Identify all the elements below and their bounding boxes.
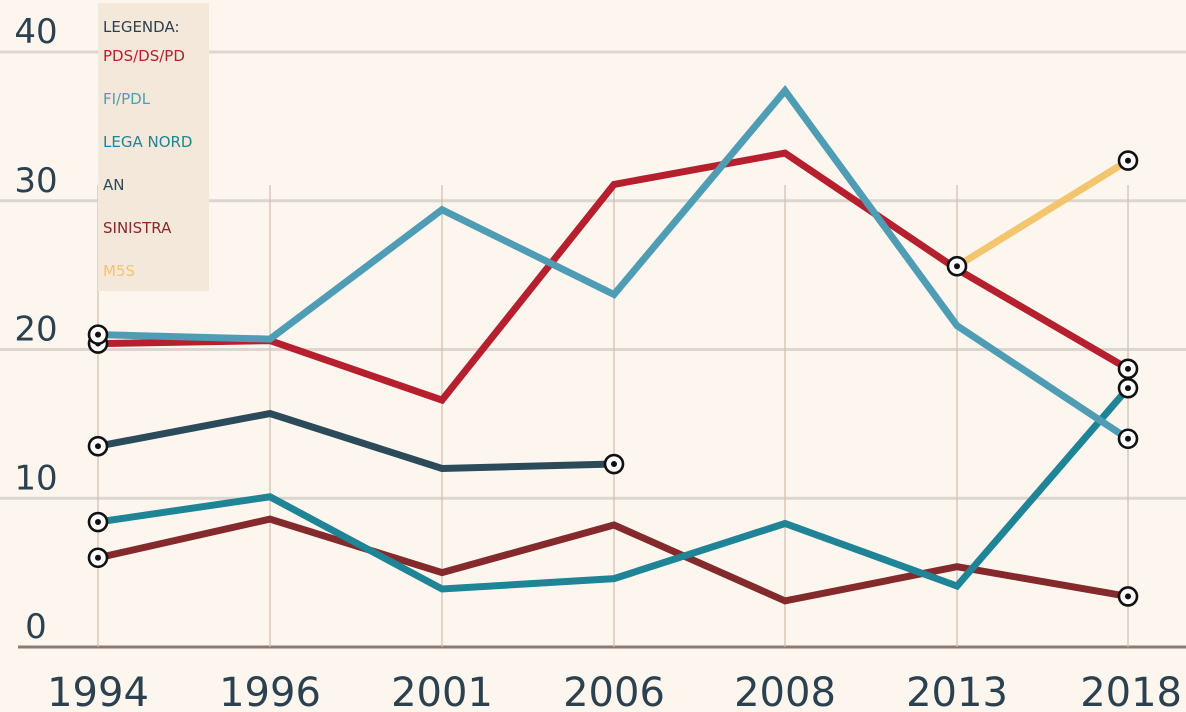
x-tick-label-2018: 2018 [1080,670,1182,712]
legend-entry-fi-pdl: FI/PDL [103,90,151,108]
marker-an-end-dot [611,461,617,468]
y-tick-label-20: 20 [14,310,57,350]
y-tick-label-30: 30 [14,161,57,201]
y-tick-label-0: 0 [25,607,47,647]
end-markers [87,150,1139,607]
marker-sinistra-end-dot [1125,593,1131,600]
x-tick-label-2006: 2006 [563,670,665,712]
legend-entry-pds-ds-pd: PDS/DS/PD [103,47,185,65]
legend-title: LEGENDA: [103,18,180,36]
marker-fi-pdl-end-dot [1125,435,1131,442]
x-tick-label-1996: 1996 [219,670,321,712]
legend-box [98,3,209,291]
marker-lega-nord-start-dot [95,519,101,526]
legend: LEGENDA: PDS/DS/PD FI/PDL LEGA NORD AN SINIS… [98,3,209,291]
legend-entry-lega-nord: LEGA NORD [103,133,193,151]
series-line-fi-pdl [97,85,1130,442]
x-tick-label-2013: 2013 [906,670,1008,712]
marker-m5s-start-dot [954,263,960,270]
series-line-sinistra [97,515,1129,605]
legend-entry-an: AN [103,176,124,194]
x-tick-label-2001: 2001 [391,670,493,712]
series-line-lega-nord [97,385,1131,593]
legend-entry-sinistra: SINISTRA [103,219,172,237]
x-axis-ticks: 1994 1996 2001 2006 2008 2013 2018 [47,670,1182,712]
marker-sinistra-start-dot [95,554,101,561]
x-tick-label-1994: 1994 [47,670,149,712]
series-line-pds-ds-pd [97,149,1130,405]
marker-fi-pdl-start-dot [95,331,101,338]
legend-entry-m5s: M5S [103,262,135,280]
marker-m5s-end-dot [1125,157,1131,164]
series-lines [97,85,1131,605]
y-axis-ticks: 0 10 20 30 40 [14,12,57,647]
x-tick-label-2008: 2008 [734,670,836,712]
marker-lega-nord-end-dot [1125,385,1131,392]
marker-pds-ds-pd-end-dot [1125,365,1131,372]
y-tick-label-40: 40 [14,12,57,52]
series-line-m5s [955,157,1130,270]
y-tick-label-10: 10 [14,458,57,498]
marker-an-start-dot [95,443,101,450]
series-line-an [97,409,615,473]
